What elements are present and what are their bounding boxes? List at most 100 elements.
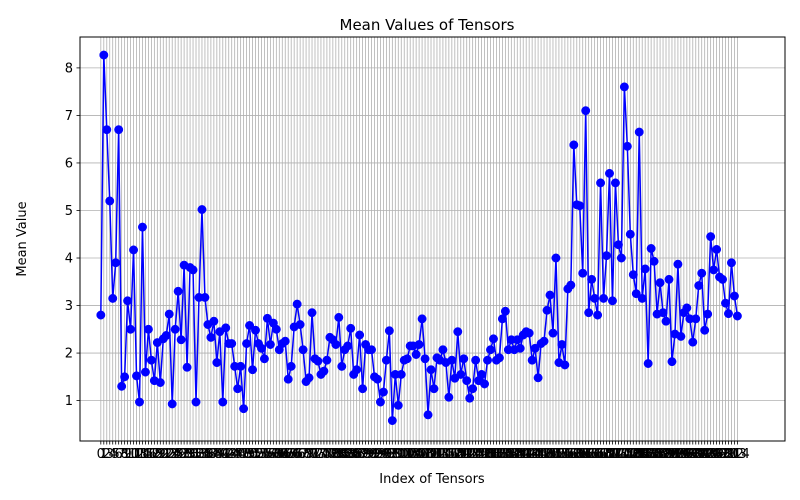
- x-tick-label: 92: [366, 447, 383, 462]
- data-point: [515, 343, 525, 353]
- x-tick-label: 52: [247, 447, 264, 462]
- data-point: [718, 274, 727, 284]
- x-tick-label: 4: [109, 447, 117, 462]
- data-point: [697, 268, 707, 278]
- x-tick-label: 84: [342, 447, 359, 462]
- data-point: [221, 323, 231, 333]
- x-tick-label: 24: [164, 447, 181, 462]
- y-tick-label: 2: [65, 347, 73, 362]
- data-point: [271, 324, 281, 334]
- x-tick-label: 212: [719, 447, 744, 462]
- x-tick-label: 199: [680, 447, 705, 462]
- data-point: [566, 280, 576, 290]
- y-tick-label: 8: [65, 61, 73, 76]
- x-tick-label: 162: [570, 447, 595, 462]
- chart-title: Mean Values of Tensors: [340, 16, 515, 34]
- x-tick-label: 102: [392, 447, 417, 462]
- x-tick-label: 23: [161, 447, 178, 462]
- data-point: [557, 340, 567, 349]
- x-tick-label: 68: [295, 447, 312, 462]
- data-point: [420, 354, 430, 364]
- data-point: [396, 370, 406, 379]
- x-tick-label: 137: [496, 447, 521, 462]
- x-tick-label: 154: [547, 447, 572, 462]
- x-tick-label: 36: [200, 447, 217, 462]
- data-point: [494, 353, 504, 363]
- x-tick-label: 139: [502, 447, 527, 462]
- x-tick-label: 213: [722, 447, 747, 462]
- x-tick-label: 197: [674, 447, 699, 462]
- x-tick-label: 39: [209, 447, 226, 462]
- data-point: [486, 345, 495, 355]
- x-tick-label: 183: [633, 447, 658, 462]
- data-point: [619, 82, 629, 92]
- data-point: [262, 313, 272, 323]
- data-point: [114, 125, 124, 135]
- x-tick-label: 190: [654, 447, 679, 462]
- data-point: [182, 362, 192, 372]
- x-tick-label: 94: [372, 447, 389, 462]
- data-point: [298, 345, 308, 355]
- x-tick-label: 63: [280, 447, 297, 462]
- y-tick-label: 7: [65, 109, 73, 124]
- x-tick-label: 112: [422, 447, 447, 462]
- x-tick-label: 202: [689, 447, 714, 462]
- x-tick-label: 167: [585, 447, 610, 462]
- data-point: [542, 305, 552, 315]
- data-point: [682, 303, 692, 313]
- x-axis: 0123456789101112131415161718192021222324…: [97, 441, 750, 462]
- x-tick-label: 208: [707, 447, 732, 462]
- x-tick-label: 148: [529, 447, 554, 462]
- x-tick-label: 14: [134, 447, 151, 462]
- x-tick-label: 38: [206, 447, 223, 462]
- x-tick-label: 72: [307, 447, 324, 462]
- x-tick-label: 7: [118, 447, 126, 462]
- x-tick-label: 13: [131, 447, 148, 462]
- x-tick-label: 121: [448, 447, 473, 462]
- y-tick-label: 1: [65, 394, 73, 409]
- x-tick-label: 159: [561, 447, 586, 462]
- x-tick-label: 129: [472, 447, 497, 462]
- x-tick-label: 35: [197, 447, 214, 462]
- x-tick-label: 186: [642, 447, 667, 462]
- x-tick-label: 106: [404, 447, 429, 462]
- data-point: [111, 258, 121, 268]
- data-point: [352, 365, 362, 375]
- data-point: [140, 367, 150, 377]
- data-point: [200, 293, 210, 302]
- x-tick-label: 48: [235, 447, 252, 462]
- data-point: [337, 361, 347, 371]
- x-tick-label: 201: [686, 447, 711, 462]
- x-tick-label: 80: [331, 447, 348, 462]
- data-point: [218, 397, 228, 407]
- data-point: [417, 314, 427, 324]
- data-point: [724, 309, 733, 319]
- x-tick-label: 146: [523, 447, 548, 462]
- data-point: [161, 331, 171, 340]
- data-point: [393, 400, 403, 410]
- data-point: [512, 335, 522, 345]
- x-tick-label: 128: [469, 447, 494, 462]
- data-point: [655, 278, 665, 288]
- data-point: [462, 376, 472, 386]
- x-tick-label: 100: [386, 447, 411, 462]
- data-point: [447, 355, 457, 365]
- x-tick-label: 153: [544, 447, 569, 462]
- data-point: [138, 222, 147, 232]
- x-tick-label: 65: [286, 447, 303, 462]
- x-tick-label: 116: [433, 447, 458, 462]
- data-point: [709, 265, 719, 275]
- x-tick-label: 103: [395, 447, 420, 462]
- x-tick-label: 147: [526, 447, 551, 462]
- x-tick-label: 155: [549, 447, 574, 462]
- data-point: [292, 299, 302, 309]
- data-point: [438, 345, 448, 355]
- data-point: [99, 50, 109, 60]
- x-tick-label: 191: [657, 447, 682, 462]
- data-point: [307, 308, 317, 318]
- data-point: [688, 337, 698, 347]
- x-tick-label: 182: [630, 447, 655, 462]
- x-tick-label: 87: [351, 447, 368, 462]
- x-tick-label: 16: [140, 447, 157, 462]
- data-point: [155, 378, 165, 387]
